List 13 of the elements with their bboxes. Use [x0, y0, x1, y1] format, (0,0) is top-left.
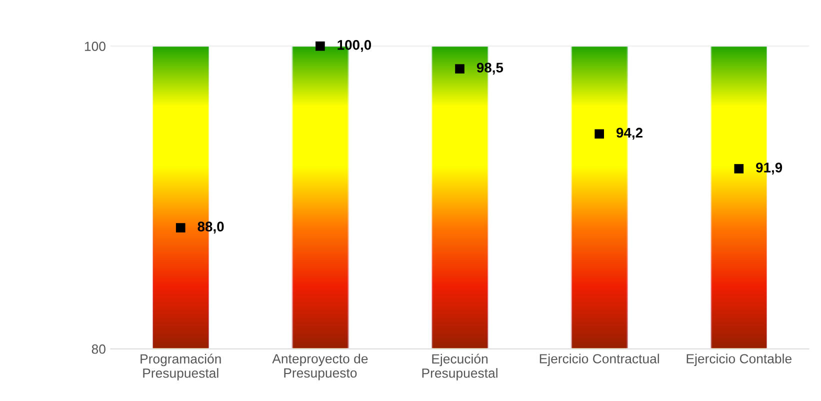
point: [594, 129, 604, 139]
x-tick-label: Ejercicio Contractual: [540, 354, 659, 366]
x-tick-label: Anteproyecto de Presupuesto: [272, 354, 368, 380]
x-tick-label: Programación Presupuestal: [140, 354, 221, 380]
point: [176, 223, 186, 232]
data-label: 100,0: [338, 40, 372, 52]
x-tick-label: Ejercicio Contable: [686, 354, 792, 366]
point: [455, 64, 464, 74]
y-tick-label: 80: [92, 344, 106, 354]
y-tick-label: 100: [84, 42, 106, 52]
point: [734, 164, 744, 174]
x-tick-label: Ejecución Presupuestal: [422, 354, 498, 380]
point: [316, 41, 325, 51]
